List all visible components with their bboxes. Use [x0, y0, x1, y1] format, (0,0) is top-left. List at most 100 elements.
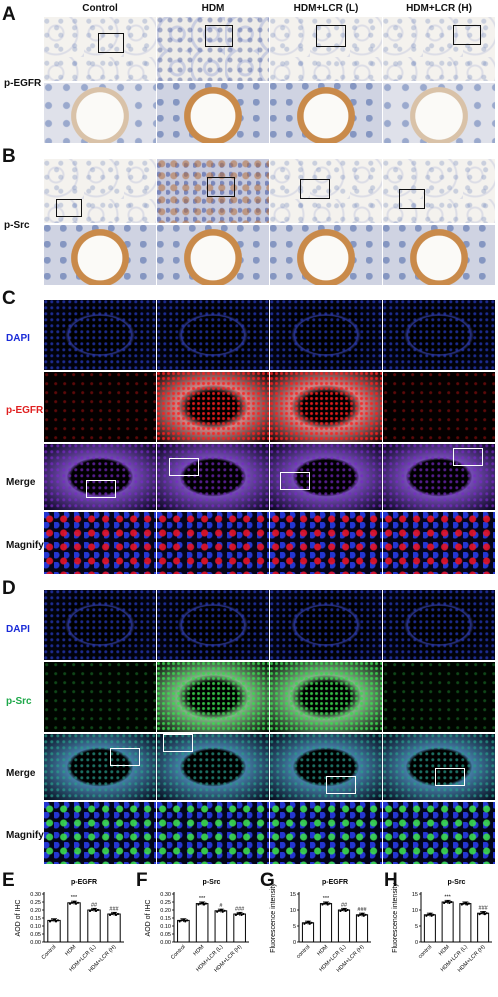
ihc-a-hdm-overview [157, 17, 269, 81]
category-label: Control [41, 944, 58, 961]
data-point [93, 907, 97, 911]
y-tick-label: 0.10 [30, 924, 41, 930]
if-d-src-control [44, 662, 156, 732]
row-label-b-p-src: p-Src [4, 220, 30, 231]
zoom-box [205, 25, 233, 47]
data-point [307, 920, 310, 923]
row-label-a-p-egfr: p-EGFR [4, 78, 42, 89]
category-label: HDM [192, 944, 205, 957]
y-tick-label: 10 [412, 908, 418, 914]
zoom-box [326, 776, 356, 794]
y-tick-label: 5 [415, 924, 418, 930]
data-point [50, 919, 54, 922]
bar [477, 912, 490, 943]
data-point [444, 900, 447, 904]
bar [301, 922, 315, 943]
significance-mark: *** [199, 896, 206, 902]
if-c-merge-hdm [157, 444, 269, 510]
category-label: HDM [316, 944, 329, 957]
y-tick-label: 0.10 [160, 924, 171, 930]
data-point [310, 921, 313, 924]
ihc-a-lcr-h-magnified [383, 83, 495, 143]
if-c-dapi-lcr-h [383, 300, 495, 370]
data-point [308, 922, 311, 925]
if-d-magnify-control [44, 802, 156, 864]
y-tick-label: 15 [290, 892, 296, 898]
data-point [204, 902, 207, 905]
bar [67, 902, 81, 943]
ihc-a-lcr-l-overview [270, 17, 382, 81]
significance-mark: ### [479, 906, 489, 912]
data-point [70, 901, 74, 904]
ihc-b-control-magnified [44, 225, 156, 285]
data-point [321, 903, 324, 906]
zoom-box [98, 33, 124, 53]
data-point [359, 913, 362, 916]
data-point [239, 911, 242, 915]
category-label: HDM [438, 944, 451, 957]
chart-h-p-src-fluorescence: p-Src Fluorescence intensity 0 5 10 15 control… [392, 879, 492, 974]
data-point [462, 902, 465, 905]
panel-label-a: A [2, 4, 16, 25]
data-point [326, 903, 329, 906]
ihc-b-lcr-h-overview [383, 159, 495, 223]
significance-mark: ### [235, 906, 245, 912]
if-d-magnify-lcr-l [270, 802, 382, 864]
if-d-dapi-hdm [157, 590, 269, 660]
bar [459, 903, 472, 943]
ihc-b-lcr-l-overview [270, 159, 382, 223]
data-point [223, 909, 226, 912]
zoom-box [453, 448, 483, 466]
chart-title: p-EGFR [71, 879, 97, 886]
if-c-merge-lcr-l [270, 444, 382, 510]
zoom-box [86, 480, 116, 498]
data-point [343, 907, 346, 911]
zoom-box [399, 189, 425, 209]
y-axis-label: Fluorescence intensity [392, 883, 399, 953]
panel-label-d: D [2, 578, 16, 599]
panel-label-c: C [2, 288, 16, 309]
chart-title: p-Src [448, 879, 466, 886]
data-point [56, 919, 60, 922]
data-point [110, 912, 114, 916]
data-point [202, 903, 206, 906]
data-point [96, 908, 100, 912]
y-axis-label: AOD of IHC [15, 900, 22, 937]
zoom-box [56, 199, 82, 217]
chart-e-p-egfr-aod: p-EGFR AOD of IHC 0.00 0.05 0.10 0.15 0.20 0.25… [15, 879, 124, 974]
panel-label-b: B [2, 146, 16, 167]
data-point [303, 922, 306, 925]
significance-mark: # [219, 903, 223, 909]
if-d-magnify-lcr-h [383, 802, 495, 864]
data-point [185, 919, 189, 922]
y-axis-label: Fluorescence intensity [270, 883, 277, 953]
if-d-dapi-lcr-l [270, 590, 382, 660]
data-point [325, 901, 328, 904]
data-point [361, 912, 364, 915]
zoom-box [316, 25, 346, 47]
row-label-d-dapi: DAPI [6, 624, 30, 635]
data-point [217, 909, 221, 912]
y-tick-label: 0.00 [160, 940, 171, 946]
panel-label-e: E [2, 870, 15, 891]
zoom-box [300, 179, 330, 199]
data-point [183, 918, 186, 921]
zoom-box [163, 734, 193, 752]
if-c-merge-lcr-h [383, 444, 495, 510]
data-point [242, 912, 245, 916]
if-d-merge-control [44, 734, 156, 800]
data-point [448, 901, 451, 905]
data-point [482, 911, 486, 914]
row-label-c-p-egfr: p-EGFR [6, 405, 44, 416]
if-c-magnify-control [44, 512, 156, 574]
data-point [480, 912, 483, 915]
row-label-c-magnify: Magnify [6, 540, 44, 551]
zoom-box [453, 25, 481, 45]
y-tick-label: 0.15 [30, 916, 41, 922]
if-c-dapi-hdm [157, 300, 269, 370]
bar [107, 913, 121, 943]
data-point [90, 908, 94, 912]
if-c-egfr-lcr-l [270, 372, 382, 442]
if-c-egfr-hdm [157, 372, 269, 442]
bar [47, 919, 61, 943]
